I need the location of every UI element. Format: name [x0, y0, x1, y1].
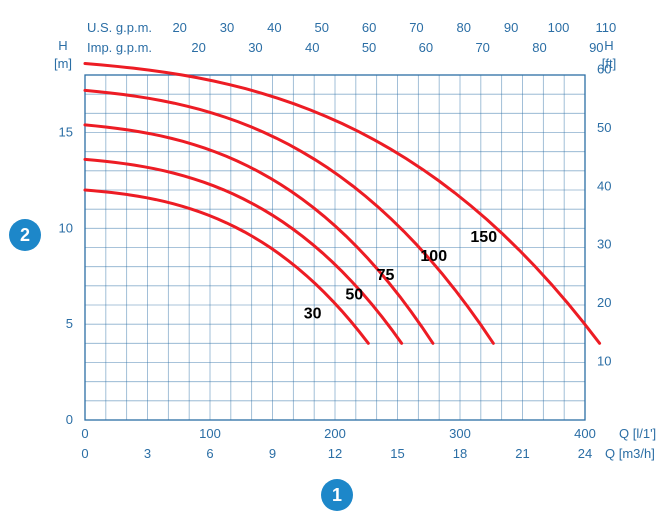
svg-text:0: 0	[81, 446, 88, 461]
svg-text:18: 18	[453, 446, 467, 461]
svg-text:110: 110	[595, 20, 616, 35]
svg-text:90: 90	[504, 20, 518, 35]
svg-text:40: 40	[597, 178, 611, 193]
svg-text:6: 6	[206, 446, 213, 461]
svg-text:50: 50	[315, 20, 329, 35]
svg-text:100: 100	[548, 20, 570, 35]
svg-text:70: 70	[475, 40, 489, 55]
svg-text:21: 21	[515, 446, 529, 461]
curve-label-30: 30	[304, 305, 322, 322]
svg-text:60: 60	[419, 40, 433, 55]
callout-1: 1	[321, 479, 353, 511]
curve-label-75: 75	[377, 267, 395, 284]
svg-text:20: 20	[191, 40, 205, 55]
curve-label-100: 100	[420, 248, 447, 265]
svg-text:70: 70	[409, 20, 423, 35]
svg-text:12: 12	[328, 446, 342, 461]
svg-text:5: 5	[66, 316, 73, 331]
svg-text:300: 300	[449, 426, 471, 441]
x-m3h-label: Q [m3/h]	[605, 446, 655, 461]
y-left-unit: [m]	[54, 56, 72, 71]
y-right-H: H	[604, 38, 613, 53]
svg-text:24: 24	[578, 446, 592, 461]
svg-text:60: 60	[362, 20, 376, 35]
svg-text:30: 30	[220, 20, 234, 35]
svg-text:15: 15	[59, 125, 73, 140]
svg-text:0: 0	[81, 426, 88, 441]
svg-text:30: 30	[597, 237, 611, 252]
y-left-H: H	[58, 38, 67, 53]
curve-label-150: 150	[470, 229, 497, 246]
svg-text:3: 3	[144, 446, 151, 461]
svg-text:40: 40	[305, 40, 319, 55]
curve-label-50: 50	[345, 286, 363, 303]
svg-text:400: 400	[574, 426, 596, 441]
svg-text:9: 9	[269, 446, 276, 461]
svg-text:80: 80	[532, 40, 546, 55]
svg-text:10: 10	[59, 220, 73, 235]
callout-2: 2	[9, 219, 41, 251]
svg-text:80: 80	[457, 20, 471, 35]
svg-text:100: 100	[199, 426, 221, 441]
svg-text:50: 50	[597, 120, 611, 135]
svg-text:0: 0	[66, 412, 73, 427]
callout-text-2: 2	[20, 225, 30, 245]
svg-text:90: 90	[589, 40, 603, 55]
svg-text:20: 20	[597, 295, 611, 310]
svg-text:20: 20	[172, 20, 186, 35]
svg-text:10: 10	[597, 354, 611, 369]
chart-svg: U.S. g.p.m.2030405060708090100110Imp. g.…	[0, 0, 667, 522]
callout-text-1: 1	[332, 485, 342, 505]
svg-text:40: 40	[267, 20, 281, 35]
x-top-imp-label: Imp. g.p.m.	[87, 40, 152, 55]
svg-text:60: 60	[597, 61, 611, 76]
pump-curve-chart: U.S. g.p.m.2030405060708090100110Imp. g.…	[0, 0, 667, 522]
svg-text:200: 200	[324, 426, 346, 441]
svg-text:50: 50	[362, 40, 376, 55]
x-l1-label: Q [l/1']	[619, 426, 656, 441]
svg-text:30: 30	[248, 40, 262, 55]
svg-text:15: 15	[390, 446, 404, 461]
x-top-us-label: U.S. g.p.m.	[87, 20, 152, 35]
